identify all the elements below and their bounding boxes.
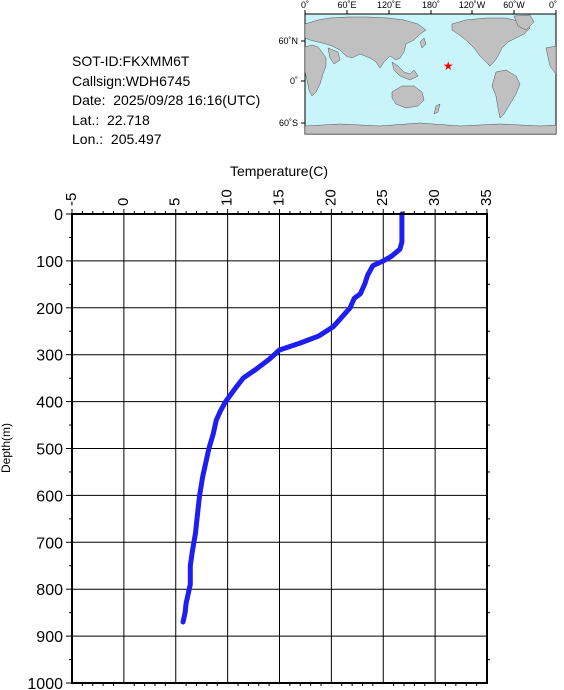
map-top-ticks xyxy=(304,10,557,14)
land-australia xyxy=(391,85,425,109)
x-tick-label: 20 xyxy=(322,189,339,206)
y-axis-ticks: 0 100 200 300 400 500 600 700 800 900 1000 xyxy=(27,207,490,690)
map-label-60s: 60˚S xyxy=(279,118,298,128)
chart-frame xyxy=(71,213,488,684)
y-tick-label: 700 xyxy=(36,535,63,552)
y-tick-label: 900 xyxy=(36,629,63,646)
chart-grid xyxy=(71,213,488,684)
land-africa-east xyxy=(545,45,557,75)
x-tick-label: 10 xyxy=(219,189,236,206)
location-marker-icon: ★ xyxy=(443,59,454,73)
map-label-0e: 0˚ xyxy=(301,0,309,10)
y-tick-label: 400 xyxy=(36,395,63,412)
land-antarctica xyxy=(304,122,557,135)
x-tick-label: 0 xyxy=(115,198,132,206)
date-text: Date: 2025/09/28 16:16(UTC) xyxy=(72,92,261,108)
land-japan xyxy=(419,37,427,49)
x-tick-label: 15 xyxy=(270,189,287,206)
map-label-120w: 120˚W xyxy=(459,0,486,10)
y-tick-label: 300 xyxy=(36,348,63,365)
y-tick-label: 500 xyxy=(36,442,63,459)
y-tick-label: 800 xyxy=(36,582,63,599)
longitude-text: Lon.: 205.497 xyxy=(72,131,162,147)
land-europe-asia xyxy=(304,16,427,69)
y-tick-label: 1000 xyxy=(27,676,63,690)
y-tick-label: 600 xyxy=(36,488,63,505)
location-map: 0˚ 60˚E 120˚E 180˚ 120˚W 60˚W 0˚ 60˚N 0˚… xyxy=(278,0,557,135)
map-left-ticks xyxy=(301,40,305,124)
map-label-60e: 60˚E xyxy=(337,0,356,10)
x-tick-label: 35 xyxy=(478,189,495,206)
land-new-zealand xyxy=(433,103,441,115)
map-label-0w: 0˚ xyxy=(549,0,557,10)
land-greenland xyxy=(513,14,535,31)
map-label-60w: 60˚W xyxy=(503,0,525,10)
land-africa-west xyxy=(304,44,327,97)
land-south-america xyxy=(491,69,521,119)
land-se-asia xyxy=(391,61,419,81)
sot-id-text: SOT-ID:FKXMM6T xyxy=(72,53,190,69)
x-tick-label: 5 xyxy=(167,198,184,206)
map-label-180: 180˚ xyxy=(422,0,440,10)
latitude-text: Lat.: 22.718 xyxy=(72,111,150,128)
y-axis-label: Depth(m) xyxy=(0,423,13,473)
profile-info: SOT-ID:FKXMM6T Callsign:WDH6745 Date: 20… xyxy=(72,52,260,150)
x-axis-ticks: -5 0 5 10 15 20 25 30 35 xyxy=(63,189,495,686)
x-tick-label: 30 xyxy=(426,189,443,206)
callsign-text: Callsign:WDH6745 xyxy=(72,72,191,89)
map-land xyxy=(304,14,557,135)
y-tick-label: 0 xyxy=(54,207,63,224)
map-label-equator: 0˚ xyxy=(290,76,298,86)
map-label-60n: 60˚N xyxy=(278,36,298,46)
land-north-america xyxy=(451,17,531,67)
x-axis-label: Temperature(C) xyxy=(230,163,328,179)
map-label-120e: 120˚E xyxy=(377,0,401,10)
map-top-labels: 0˚ 60˚E 120˚E 180˚ 120˚W 60˚W 0˚ xyxy=(301,0,557,10)
land-arabia xyxy=(327,47,341,65)
y-tick-label: 100 xyxy=(36,254,63,271)
y-tick-label: 200 xyxy=(36,301,63,318)
temperature-profile-line xyxy=(180,211,405,625)
x-tick-label: -5 xyxy=(63,193,80,206)
x-tick-label: 25 xyxy=(374,189,391,206)
map-left-labels: 60˚N 0˚ 60˚S xyxy=(278,36,298,128)
